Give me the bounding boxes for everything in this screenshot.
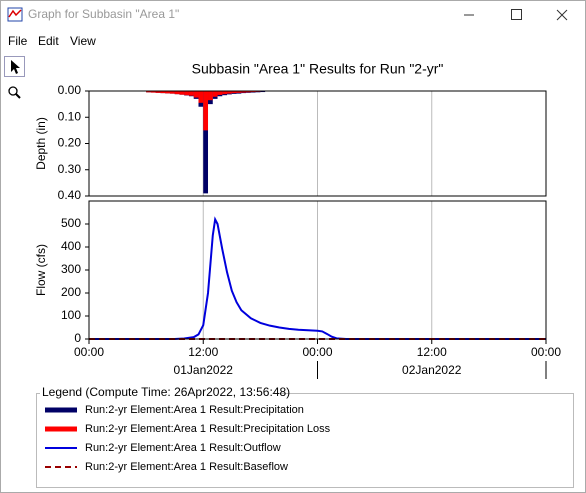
y-tick-label: 0.10	[58, 109, 82, 123]
legend-title-bg	[40, 386, 272, 400]
x-tick-label: 12:00	[188, 345, 218, 359]
legend-label: Run:2-yr Element:Area 1 Result:Baseflow	[85, 461, 288, 473]
y-axis-label: Depth (in)	[34, 117, 48, 170]
select-tool-icon	[11, 60, 20, 74]
y-tick-label: 0	[74, 331, 81, 345]
x-tick-label: 12:00	[417, 345, 447, 359]
bar	[193, 91, 199, 98]
y-tick-label: 0.00	[58, 83, 82, 97]
menu-file[interactable]: File	[8, 34, 28, 48]
menu-edit[interactable]: Edit	[38, 34, 59, 48]
bar	[212, 91, 218, 97]
bar	[241, 91, 247, 93]
menu-view[interactable]: View	[70, 34, 96, 48]
bar	[179, 91, 185, 95]
bar	[227, 91, 232, 94]
bar	[246, 91, 251, 93]
y-tick-label: 400	[61, 239, 81, 253]
plot-frame	[88, 90, 547, 197]
zoom-tool[interactable]	[8, 86, 21, 99]
bar	[208, 91, 213, 101]
y-tick-label: 100	[61, 308, 81, 322]
y-tick-label: 500	[61, 216, 81, 230]
maximize-button[interactable]	[511, 9, 522, 20]
bar	[236, 91, 242, 93]
x-tick-label: 00:00	[302, 345, 332, 359]
bar	[188, 91, 194, 96]
bar	[160, 91, 166, 94]
bar	[231, 91, 237, 94]
chart-title: Subbasin "Area 1" Results for Run "2-yr"	[192, 61, 444, 77]
series-line	[89, 216, 546, 340]
bar	[217, 91, 223, 95]
bar	[169, 91, 175, 94]
bar	[203, 91, 209, 131]
bar	[222, 91, 228, 95]
y-tick-label: 0.20	[58, 136, 82, 150]
legend-frame	[36, 393, 574, 488]
bar	[250, 91, 256, 93]
legend-label: Run:2-yr Element:Area 1 Result:Precipita…	[85, 423, 331, 435]
bar	[155, 91, 161, 93]
y-tick-label: 0.40	[58, 188, 82, 202]
y-axis-label: Flow (cfs)	[34, 244, 48, 296]
bar	[150, 91, 156, 93]
window-title: Graph for Subbasin "Area 1"	[28, 7, 179, 21]
app-icon	[7, 7, 23, 22]
bar	[174, 91, 180, 95]
bar	[198, 91, 204, 103]
legend-label: Run:2-yr Element:Area 1 Result:Precipita…	[85, 404, 304, 416]
x-tick-label: 00:00	[531, 345, 561, 359]
y-tick-label: 300	[61, 262, 81, 276]
y-tick-label: 200	[61, 285, 81, 299]
date-label: 02Jan2022	[402, 363, 462, 377]
x-tick-label: 00:00	[74, 345, 104, 359]
bar	[146, 91, 151, 93]
date-label: 01Jan2022	[174, 363, 234, 377]
bar	[184, 91, 189, 96]
bar	[203, 91, 209, 194]
legend-title: Legend (Compute Time: 26Apr2022, 13:56:4…	[42, 385, 290, 399]
bar	[165, 91, 170, 94]
close-button[interactable]	[556, 9, 568, 21]
legend-label: Run:2-yr Element:Area 1 Result:Outflow	[85, 442, 281, 454]
y-tick-label: 0.30	[58, 162, 82, 176]
